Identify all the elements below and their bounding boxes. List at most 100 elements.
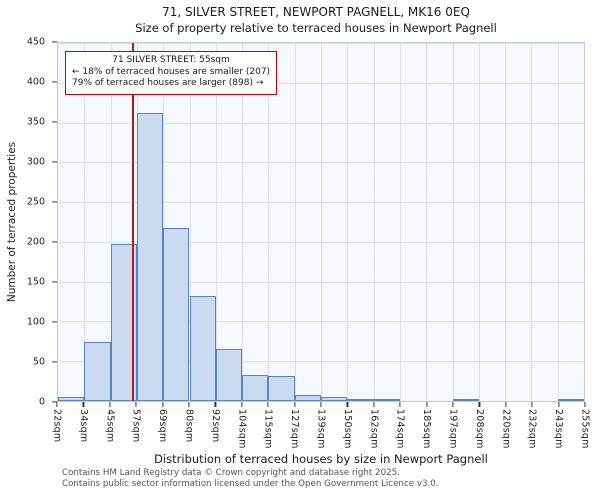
grid-line-vertical: [84, 43, 86, 401]
annotation-smaller-text: ← 18% of terraced houses are smaller (20…: [72, 66, 271, 77]
grid-line-vertical: [110, 43, 112, 401]
x-tick-label: 174sqm: [394, 409, 406, 449]
x-tick-label: 34sqm: [77, 409, 89, 443]
x-tick-label: 104sqm: [236, 409, 248, 449]
histogram-bar: [294, 394, 321, 401]
grid-line-vertical: [531, 43, 533, 401]
footer-attribution-line1: Contains HM Land Registry data © Crown c…: [62, 468, 400, 478]
histogram-bar: [373, 399, 400, 401]
y-tick-label: 200: [26, 236, 45, 248]
y-tick-mark: [52, 281, 57, 283]
x-tick-mark: [373, 402, 375, 407]
footer-attribution-line2: Contains public sector information licen…: [62, 479, 439, 489]
annotation-title: 71 SILVER STREET: 55sqm: [112, 55, 230, 65]
x-tick-label: 115sqm: [262, 409, 274, 449]
x-tick-label: 232sqm: [526, 409, 538, 449]
x-tick-label: 185sqm: [421, 409, 433, 449]
grid-line-vertical: [163, 43, 165, 401]
annotation-larger-text: 79% of terraced houses are larger (898) …: [72, 78, 264, 89]
histogram-bar: [215, 348, 243, 401]
grid-line-vertical: [373, 43, 375, 401]
x-tick-mark: [214, 402, 216, 407]
x-tick-mark: [109, 402, 111, 407]
grid-line-vertical: [294, 43, 296, 401]
y-tick-label: 350: [26, 116, 45, 128]
x-tick-mark: [426, 402, 428, 407]
annotation-box: 71 SILVER STREET: 55sqm ← 18% of terrace…: [65, 51, 278, 96]
x-tick-mark: [267, 402, 269, 407]
x-tick-mark: [294, 402, 296, 407]
y-tick-mark: [52, 201, 57, 203]
y-tick-label: 250: [26, 196, 45, 208]
y-tick-mark: [52, 241, 57, 243]
y-tick-label: 150: [26, 276, 45, 288]
y-tick-label: 450: [26, 36, 45, 48]
y-tick-mark: [52, 361, 57, 363]
x-tick-mark: [162, 402, 164, 407]
histogram-bar: [557, 399, 584, 401]
x-tick-label: 69sqm: [157, 409, 169, 443]
y-tick-label: 50: [32, 356, 45, 368]
histogram-bar: [452, 399, 479, 401]
x-tick-mark: [135, 402, 137, 407]
grid-line-vertical: [242, 43, 244, 401]
x-tick-mark: [188, 402, 190, 407]
bars-layer: [58, 43, 584, 401]
y-tick-mark: [52, 121, 57, 123]
x-axis-labels: 22sqm 34sqm 45sqm 57sqm 69sqm 80sqm 92sqm 104sq…: [52, 402, 591, 452]
x-tick-label: 22sqm: [51, 409, 63, 443]
x-tick-mark: [241, 402, 243, 407]
grid-line-vertical: [505, 43, 507, 401]
grid-line-vertical: [478, 43, 480, 401]
histogram-bar: [58, 397, 85, 401]
grid-line-vertical: [399, 43, 401, 401]
x-tick-mark: [478, 402, 480, 407]
x-tick-label: 255sqm: [579, 409, 591, 449]
histogram-bar: [268, 376, 295, 401]
histogram-bar: [136, 113, 164, 401]
x-tick-label: 220sqm: [500, 409, 512, 449]
y-tick-mark: [52, 401, 57, 403]
y-tick-label: 400: [26, 76, 45, 88]
y-tick-mark: [52, 161, 57, 163]
grid-line-vertical: [426, 43, 428, 401]
histogram-bar: [163, 227, 190, 401]
x-tick-mark: [346, 402, 348, 407]
x-tick-label: 208sqm: [473, 409, 485, 449]
chart-subtitle: Size of property relative to terraced ho…: [135, 21, 497, 35]
grid-line-vertical: [557, 43, 559, 401]
x-tick-label: 80sqm: [183, 409, 195, 443]
x-tick-label: 243sqm: [553, 409, 565, 449]
x-tick-mark: [505, 402, 507, 407]
y-tick-mark: [52, 321, 57, 323]
grid-line-vertical: [452, 43, 454, 401]
x-tick-mark: [452, 402, 454, 407]
x-tick-label: 127sqm: [289, 409, 301, 449]
grid-line-vertical: [268, 43, 270, 401]
histogram-bar: [242, 374, 269, 401]
grid-line-vertical: [215, 43, 217, 401]
x-tick-mark: [56, 402, 58, 407]
grid-line-vertical: [321, 43, 322, 401]
x-tick-label: 92sqm: [209, 409, 221, 443]
grid-line-vertical: [189, 43, 191, 401]
x-tick-mark: [399, 402, 401, 407]
histogram-bar: [347, 399, 374, 401]
x-tick-label: 197sqm: [447, 409, 459, 449]
y-tick-mark: [52, 41, 57, 43]
y-tick-label: 100: [26, 316, 45, 328]
x-tick-mark: [82, 402, 84, 407]
x-tick-label: 139sqm: [315, 409, 327, 449]
x-axis-title: Distribution of terraced houses by size …: [154, 452, 488, 466]
plot-area: 71 SILVER STREET: 55sqm ← 18% of terrace…: [57, 42, 585, 402]
x-tick-mark: [558, 402, 560, 407]
marker-line: [131, 43, 134, 401]
x-tick-label: 45sqm: [104, 409, 116, 443]
x-tick-mark: [320, 402, 322, 407]
x-tick-label: 162sqm: [368, 409, 380, 449]
y-tick-mark: [52, 81, 57, 83]
y-tick-label: 300: [26, 156, 45, 168]
y-axis-labels: 0 50 100 150 200 250 300 350 400 450: [0, 37, 57, 408]
grid-line-vertical: [347, 43, 349, 401]
